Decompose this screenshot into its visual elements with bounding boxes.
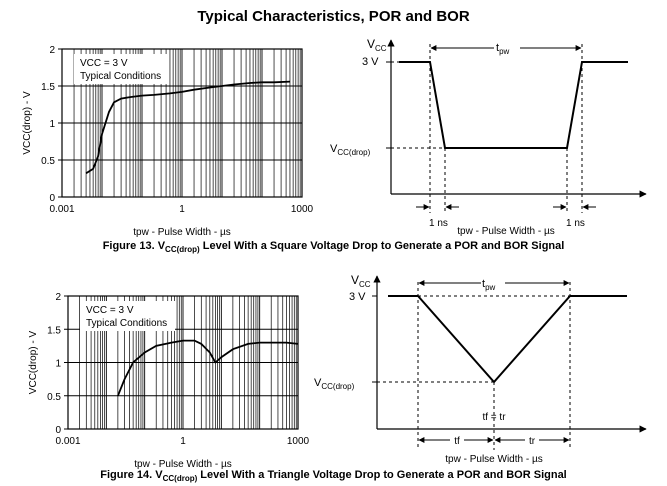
tpw-label: tpw xyxy=(496,42,510,56)
one-ns-right: 1 ns xyxy=(566,218,585,229)
x-tick-label: 1000 xyxy=(287,436,310,447)
y-tick-label: 1.5 xyxy=(47,325,61,336)
y-axis-label: VCC(drop) - V xyxy=(22,91,33,155)
x-tick-label: 1 xyxy=(180,436,186,447)
vcc-drop-label-2: VCC(drop) xyxy=(314,377,355,391)
tr-label: tr xyxy=(529,436,536,447)
legend-entry: Typical Conditions xyxy=(80,71,161,82)
y-tick-label: 0.5 xyxy=(47,392,61,403)
page-title: Typical Characteristics, POR and BOR xyxy=(197,8,470,25)
triangle-axis-label: tpw - Pulse Width - µs xyxy=(445,454,542,465)
y-tick-label: 2 xyxy=(49,45,55,56)
tf-label: tf xyxy=(454,436,460,447)
y-tick-label: 0 xyxy=(55,425,61,436)
caption-figure-13: Figure 13. VCC(drop) Level With a Square… xyxy=(102,240,565,255)
plot-frame xyxy=(61,48,303,198)
x-axis-label: tpw - Pulse Width - µs xyxy=(134,459,231,470)
series-line xyxy=(117,339,299,397)
x-tick-label: 1000 xyxy=(291,204,314,215)
vcc-label: VCC xyxy=(367,37,387,53)
legend-box xyxy=(80,301,175,331)
y-tick-label: 0.5 xyxy=(41,156,55,167)
triangle-waveform xyxy=(388,295,627,384)
vcc-drop-label: VCC(drop) xyxy=(330,143,371,157)
level-3v-label-2: 3 V xyxy=(349,291,366,303)
tf-eq-tr-label: tf = tr xyxy=(482,412,506,423)
x-axis-label: tpw - Pulse Width - µs xyxy=(133,227,230,238)
legend-box xyxy=(74,54,169,84)
y-tick-label: 0 xyxy=(49,193,55,204)
plot-frame xyxy=(67,295,299,430)
vcc-label-2: VCC xyxy=(351,273,371,289)
level-3v-label: 3 V xyxy=(362,56,379,68)
tpw-label-2: tpw xyxy=(482,278,496,292)
y-tick-label: 1 xyxy=(49,119,55,130)
y-tick-label: 1.5 xyxy=(41,82,55,93)
x-tick-label: 0.001 xyxy=(49,204,74,215)
legend-entry: VCC = 3 V xyxy=(80,58,128,69)
series-line xyxy=(85,80,291,175)
x-tick-label: 0.001 xyxy=(55,436,80,447)
legend-entry: VCC = 3 V xyxy=(86,305,134,316)
square-axis-label: tpw - Pulse Width - µs xyxy=(457,226,554,237)
caption-figure-14: Figure 14. VCC(drop) Level With a Triang… xyxy=(100,469,567,484)
one-ns-left: 1 ns xyxy=(429,218,448,229)
legend-entry: Typical Conditions xyxy=(86,318,167,329)
square-waveform xyxy=(399,61,628,149)
y-tick-label: 2 xyxy=(55,292,61,303)
y-axis-label: VCC(drop) - V xyxy=(28,331,39,395)
y-tick-label: 1 xyxy=(55,359,61,370)
x-tick-label: 1 xyxy=(179,204,185,215)
